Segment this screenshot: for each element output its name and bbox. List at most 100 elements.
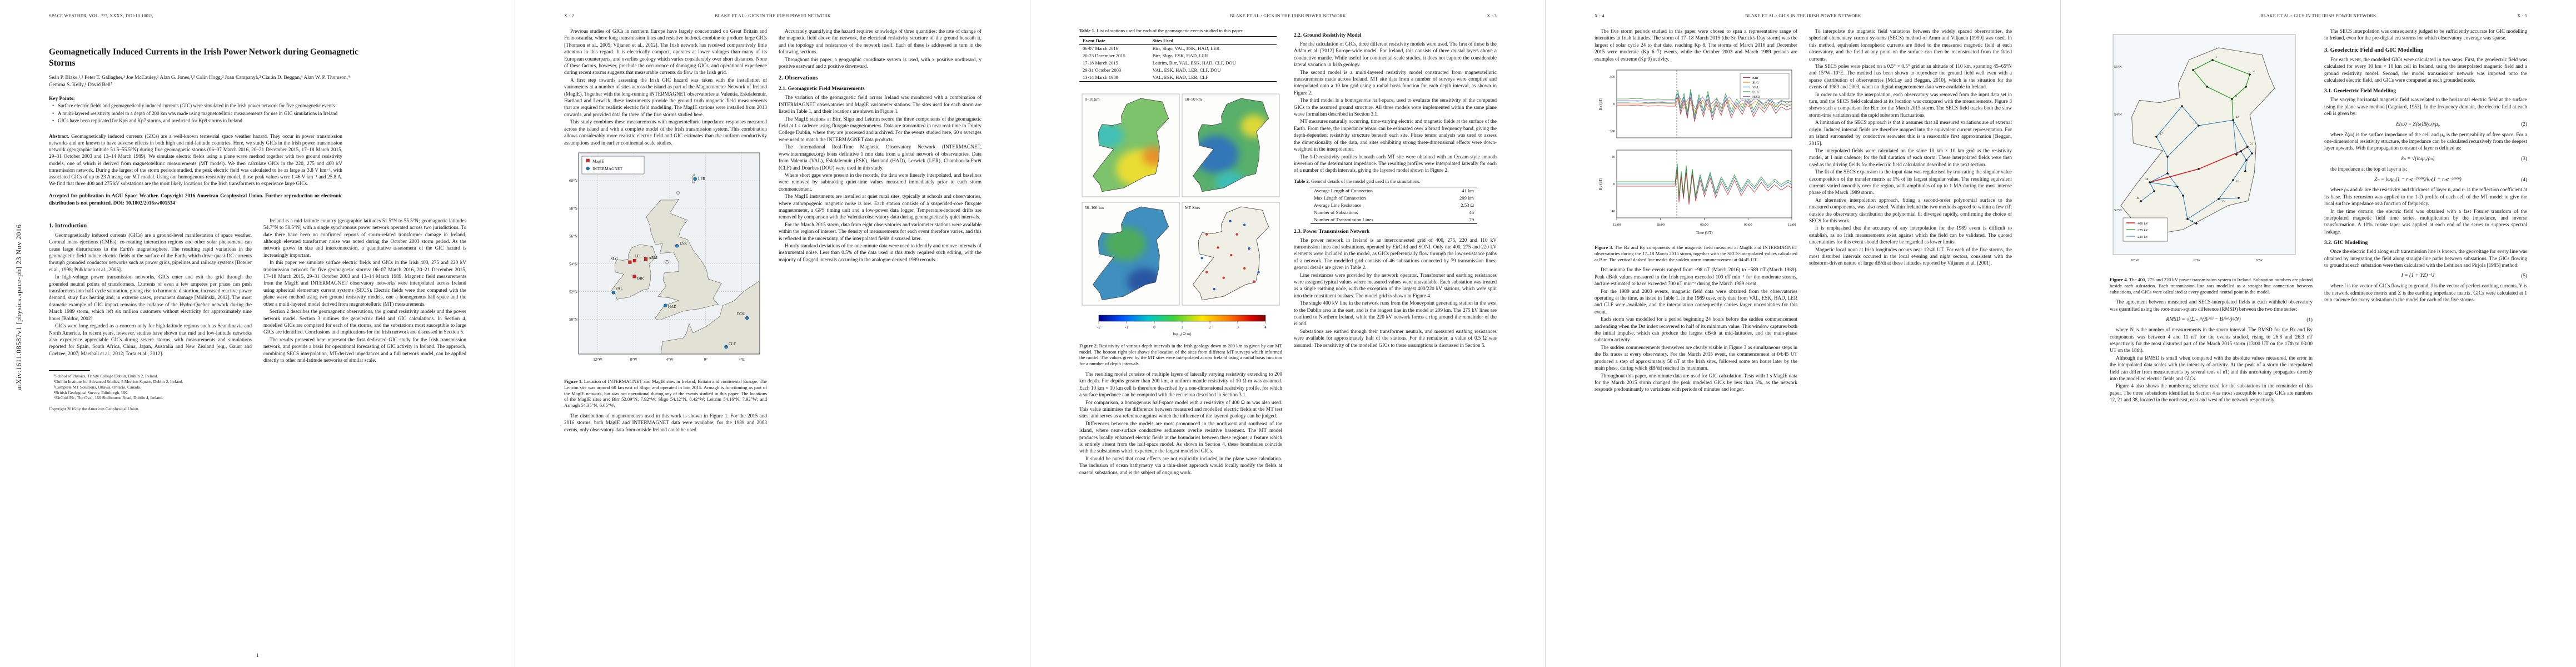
paragraph: In the time domain, the electric field w… (2324, 208, 2527, 235)
paragraph: The power network in Ireland is an inter… (1294, 237, 1497, 271)
paragraph: where N is the number of measurements in… (2110, 327, 2313, 354)
paper-title: Geomagnetically Induced Currents in the … (49, 47, 358, 68)
section-22-heading: 2.2. Ground Resistivity Model (1294, 33, 1362, 38)
page2-header: X - 2 BLAKE ET AL.: GICS IN THE IRISH PO… (564, 13, 981, 18)
caption-text: The 400, 275 and 220 kV power transmissi… (2110, 277, 2313, 295)
legend-label: BIR (1752, 76, 1758, 80)
caption-text: Location of INTERMAGNET and MagIE sites … (564, 378, 767, 409)
paragraph: where Z(ω) is the surface impedance of t… (2324, 131, 2527, 151)
svg-text:0: 0 (1613, 182, 1615, 186)
paragraph: Magnetic local noon at Irish longitudes … (1809, 246, 2012, 266)
affiliation: ⁴British Geological Survey, Edinburgh, U… (54, 390, 128, 395)
y-tick-labels: 300 0 −300 40 0 −40 (1608, 75, 1615, 213)
caption-label: Table 1. (1079, 28, 1095, 33)
svg-text:12: 12 (2236, 116, 2239, 119)
station-marker-arm (644, 257, 648, 261)
figure1-map: LER ESK HAD VAL BIR SLG LEI ARM CLF DOU (569, 152, 760, 362)
station-marker-ler (693, 177, 697, 181)
svg-text:8: 8 (2235, 94, 2237, 98)
page2-right-column: Accurately quantifying the hazard requir… (779, 28, 981, 434)
figure3-timeseries: BIR SLG VAL ESK HAD 30 (1598, 69, 1796, 235)
paragraph: the impedance at the top of layer n is: (2330, 166, 2408, 172)
station-marker-had (663, 303, 667, 307)
paragraph: The distribution of magnetometers used i… (564, 412, 767, 432)
paragraph: Each storm was modelled for a period beg… (1595, 316, 1797, 343)
abstract-label: Abstract. (49, 133, 69, 139)
paragraph: An alternative interpolation approach, f… (1809, 197, 2012, 223)
substation-numbers: 1 4 8 12 14 17 21 24 29 33 38 (2136, 56, 2255, 223)
table-row: 29-31 October 2003 VAL, ESK, HAD, LER, CL… (1083, 67, 1221, 73)
svg-text:54°N: 54°N (569, 262, 577, 266)
legend-label: 220 kV (2137, 235, 2149, 239)
figure1-legend: MagIE INTERMAGNET (581, 156, 645, 175)
accepted-notice: Accepted for publication in AGU Space We… (49, 193, 342, 206)
mt-survey-sites-blue (1200, 220, 1260, 291)
paragraph: Ireland is a mid-latitude country (geogr… (263, 217, 466, 258)
paragraph: A limitation of the SECS approach is tha… (1809, 120, 2012, 146)
svg-text:10–50 km: 10–50 km (1185, 97, 1202, 102)
y-tick-labels: 60°N 58°N 56°N 54°N 52°N 50°N (569, 178, 577, 322)
svg-text:06:00: 06:00 (1744, 223, 1752, 227)
station-label: ARM (649, 256, 658, 260)
table-row: 13-14 March 1989 VAL, ESK, HAD, LER, CLF (1083, 74, 1209, 81)
paragraph: The 1-D resistivity profiles beneath eac… (1294, 153, 1497, 173)
paragraph: Section 2 describes the geomagnetic obse… (263, 308, 466, 335)
paragraph: Accurately quantifying the hazard requir… (779, 28, 981, 55)
station-marker-lei (632, 258, 636, 262)
caption-label: Figure 3. (1595, 245, 1613, 251)
page4-right-column: To interpolate the magnetic field variat… (1809, 28, 2012, 394)
abstract-text: Geomagnetically induced currents (GICs) … (49, 133, 342, 187)
key-point: A multi-layered resistivity model to a d… (52, 111, 347, 117)
figure3-legend: BIR SLG VAL ESK HAD (1740, 73, 1790, 99)
key-point: Surface electric fields and geomagnetica… (52, 103, 347, 109)
key-point: GICs have been replicated for Kp6 and Kp… (52, 118, 347, 125)
svg-text:4: 4 (1264, 325, 1267, 330)
equation-number: (1) (2306, 316, 2313, 322)
page-2: X - 2 BLAKE ET AL.: GICS IN THE IRISH PO… (515, 0, 1030, 667)
paragraph: MT measures naturally occurring, time-va… (1294, 118, 1497, 152)
table-row: 06-07 March 2016 Birr, Sligo, VAL, ESK, H… (1083, 46, 1220, 52)
paragraph: Substations are earthed through their tr… (1294, 328, 1497, 348)
by-traces (1617, 163, 1792, 205)
station-label: BIR (637, 276, 644, 281)
station-marker-dou (745, 316, 749, 320)
paragraph: Figure 4 also shows the numbering scheme… (2110, 383, 2313, 403)
svg-text:2: 2 (1209, 325, 1211, 330)
table-row: Average Line Resistance 2.53 Ω (1314, 202, 1474, 208)
paragraph: The agreement between measured and SECS-… (2110, 299, 2313, 312)
substation-nodes (2140, 59, 2253, 225)
svg-text:21: 21 (2250, 142, 2254, 146)
svg-text:00:00: 00:00 (1700, 223, 1708, 227)
equation-body: RMSD = √(Σᵢ₌₁ᴺ(Bᵢˢᵉᶜˢ − Bᵢᵐᵉᵃˢ)²/N) (2166, 316, 2241, 323)
figure-1: LER ESK HAD VAL BIR SLG LEI ARM CLF DOU (564, 150, 767, 376)
station-marker-slg (628, 260, 632, 264)
paragraph: Geomagnetically induced currents (GICs) … (49, 232, 252, 272)
caption-label: Figure 4. (2110, 277, 2128, 282)
paragraph: In high-voltage power transmission netwo… (49, 274, 252, 321)
caption-text: List of stations used for each of the ge… (1096, 28, 1244, 33)
legend-label: 400 kV (2137, 222, 2149, 226)
equation-body: E(ω) = Z(ω)B(ω)/μ₀ (2396, 121, 2440, 127)
svg-text:12°W: 12°W (593, 357, 602, 362)
page-5: BLAKE ET AL.: GICS IN THE IRISH POWER NE… (2061, 0, 2576, 667)
paragraph: The sudden commencements themselves are … (1595, 344, 1797, 371)
station-marker-clf (724, 345, 728, 349)
legend-intermagnet-marker (586, 166, 590, 171)
svg-text:0–10 km: 0–10 km (1085, 97, 1100, 102)
equation-number: (5) (2521, 272, 2527, 278)
legend-magie-marker (586, 158, 590, 162)
svg-text:10°W: 10°W (2130, 258, 2139, 262)
paragraph: The SECS poles were placed on a 0.5° × 0… (1809, 63, 2012, 90)
paragraph: Dst minima for the five events ranged fr… (1595, 267, 1797, 287)
svg-text:−300: −300 (1608, 130, 1615, 133)
equation-body: I = (1 + YZ)⁻¹J (2401, 272, 2435, 279)
svg-text:6°W: 6°W (2256, 258, 2263, 262)
paragraph: Throughout this paper, a geographic coor… (779, 56, 981, 69)
author-list: Seán P. Blake,¹,² Peter T. Gallagher,¹ J… (49, 75, 350, 88)
section-31-heading: 3.1. Geoelectric Field Modelling (2324, 88, 2396, 94)
paragraph: Line resistances were provided by the ne… (1294, 272, 1497, 298)
equation-5: I = (1 + YZ)⁻¹J (5) (2324, 272, 2527, 278)
svg-text:33: 33 (2190, 220, 2194, 223)
svg-text:1: 1 (2215, 56, 2217, 59)
